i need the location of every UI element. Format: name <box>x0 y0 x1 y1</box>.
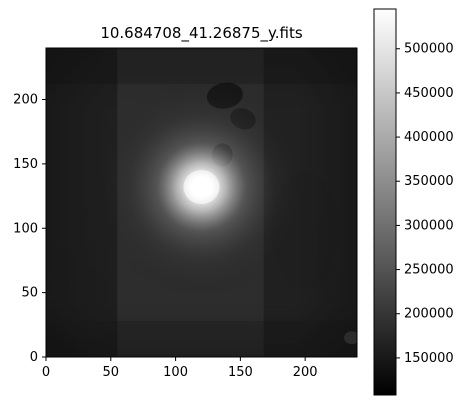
colorbar-tick-label: 450000 <box>404 86 454 101</box>
y-tick-label: 50 <box>21 286 38 301</box>
colorbar-tick-label: 200000 <box>404 307 454 322</box>
bright-source-core <box>183 170 220 205</box>
colorbar-tick-label: 150000 <box>404 351 454 366</box>
x-tick-label: 100 <box>163 365 188 380</box>
corner-feature <box>344 331 357 345</box>
plot-area <box>46 48 357 357</box>
y-tick-label: 0 <box>30 350 38 365</box>
y-tick-label: 100 <box>13 221 38 236</box>
y-tick-label: 200 <box>13 93 38 108</box>
y-axis: 0 50 100 150 200 <box>13 93 46 365</box>
plot-frame <box>45 47 358 358</box>
colorbar-tick-label: 350000 <box>404 174 454 189</box>
colorbar-tick-label: 300000 <box>404 218 454 233</box>
chart-title: 10.684708_41.26875_y.fits <box>100 24 303 43</box>
colorbar-axis: 150000 200000 250000 300000 350000 400000 4500… <box>396 42 454 366</box>
x-tick-label: 50 <box>103 365 120 380</box>
colorbar-tick-label: 250000 <box>404 263 454 278</box>
x-tick-label: 150 <box>228 365 253 380</box>
lower-band <box>46 320 357 357</box>
colorbar <box>374 9 396 395</box>
colorbar-tick-label: 400000 <box>404 130 454 145</box>
colorbar-tick-label: 500000 <box>404 42 454 57</box>
x-tick-label: 0 <box>42 365 50 380</box>
x-tick-label: 200 <box>293 365 318 380</box>
x-axis: 0 50 100 150 200 <box>42 357 318 380</box>
colorbar-frame <box>373 8 397 396</box>
y-tick-label: 150 <box>13 157 38 172</box>
left-patch <box>58 266 116 339</box>
